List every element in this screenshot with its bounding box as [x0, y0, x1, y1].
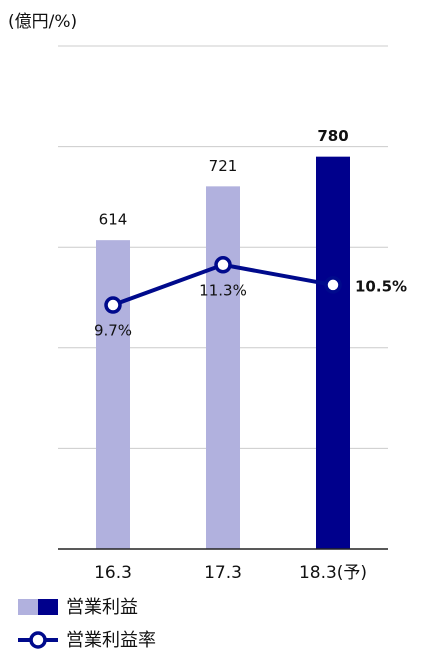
- unit-label: (億円/%): [8, 12, 77, 32]
- line-marker: [214, 256, 232, 274]
- bar-value-label: 721: [209, 157, 238, 175]
- x-tick-label: 16.3: [94, 563, 132, 583]
- line-value-label: 9.7%: [94, 322, 132, 340]
- legend-label: 営業利益率: [66, 630, 156, 651]
- line-marker: [104, 296, 122, 314]
- bar-value-label: 614: [99, 211, 128, 229]
- line-marker: [324, 276, 342, 294]
- bar: [316, 156, 350, 549]
- legend-label: 営業利益: [66, 597, 138, 618]
- x-tick-label: 17.3: [204, 563, 242, 583]
- x-tick-label: 18.3(予): [299, 563, 367, 583]
- line-value-label: 10.5%: [355, 277, 407, 295]
- legend-swatch: [29, 631, 47, 649]
- bar: [206, 186, 240, 549]
- line-value-label: 11.3%: [199, 281, 247, 299]
- bar-value-label: 780: [317, 127, 348, 145]
- legend-swatch: [38, 599, 58, 615]
- legend-swatch: [18, 599, 38, 615]
- bar: [96, 240, 130, 549]
